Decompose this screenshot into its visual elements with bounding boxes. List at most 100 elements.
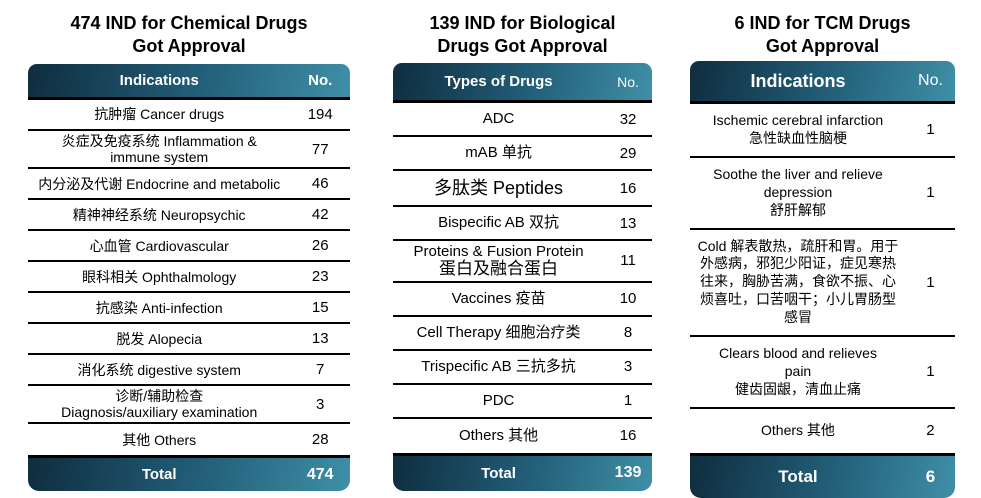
row-label-cjk: 蛋白及融合蛋白 — [439, 259, 559, 279]
total-label: Total — [481, 464, 516, 482]
row-label: 多肽类 Peptides — [434, 177, 564, 198]
row-value: 1 — [926, 184, 935, 202]
total-label: Total — [778, 466, 818, 486]
row-value: 23 — [311, 268, 329, 286]
table-row: Cold 解表散热，疏肝和胃。用于外感病，邪犯少阳证，症见寒热往来，胸胁苦满，食… — [690, 229, 955, 338]
row-value: 28 — [311, 431, 329, 449]
row-label: mAB 单抗 — [465, 144, 532, 162]
row-label: Proteins & Fusion Protein 蛋白及融合蛋白 — [393, 241, 604, 281]
table-row: PDC 1 — [393, 384, 652, 419]
table-row: Others 其他 2 — [690, 408, 955, 453]
total-value: 6 — [925, 466, 936, 486]
row-value: 77 — [311, 140, 329, 158]
table-row: 其他 Others 28 — [28, 424, 350, 456]
table-row: 多肽类 Peptides 16 — [393, 171, 652, 207]
row-value: 8 — [623, 324, 633, 342]
biological-drugs-table-panel: 139 IND for Biological Drugs Got Approva… — [393, 0, 652, 491]
table-row: Soothe the liver and relieve depression … — [690, 157, 955, 230]
table-row: Clears blood and relieves pain 健齿固龈，清血止痛… — [690, 337, 955, 409]
table-row: mAB 单抗 29 — [393, 137, 652, 171]
row-label: 诊断/辅助检查 Diagnosis/auxiliary examination — [61, 388, 258, 421]
table-row: 抗感染 Anti-infection 15 — [28, 293, 350, 325]
row-value: 29 — [619, 144, 637, 162]
total-value: 474 — [306, 465, 334, 483]
total-value: 139 — [614, 464, 642, 482]
column-header-no: No. — [617, 73, 639, 90]
row-label: Cell Therapy 细胞治疗类 — [416, 324, 581, 342]
table-body: 抗肿瘤 Cancer drugs 194 炎症及免疫系统 Inflammation … — [28, 100, 350, 456]
table-row: 诊断/辅助检查 Diagnosis/auxiliary examination 3 — [28, 386, 350, 425]
table-row: Proteins & Fusion Protein 蛋白及融合蛋白 11 — [393, 241, 652, 283]
total-label: Total — [141, 466, 177, 484]
table-header-row: Types of Drugs No. — [393, 63, 652, 103]
table-total-row: Total 474 — [28, 455, 350, 492]
column-header-indications: Indications — [119, 72, 199, 89]
column-header-types-of-drugs: Types of Drugs — [444, 73, 553, 90]
row-label: Vaccines 疫苗 — [451, 290, 546, 308]
row-value: 46 — [311, 175, 329, 193]
row-label: ADC — [482, 110, 515, 128]
row-label: PDC — [482, 392, 515, 410]
table-header-row: Indications No. — [28, 64, 350, 100]
table-header-row: Indications No. — [690, 61, 955, 104]
row-value: 1 — [926, 273, 935, 291]
column-header-indications: Indications — [750, 70, 846, 91]
table-row: 内分泌及代谢 Endocrine and metabolic 46 — [28, 169, 350, 201]
table-row: 脱发 Alopecia 13 — [28, 324, 350, 356]
row-value: 10 — [619, 290, 637, 308]
row-value: 16 — [619, 179, 637, 197]
table-title: 139 IND for Biological Drugs Got Approva… — [429, 13, 616, 56]
chemical-drugs-table-panel: 474 IND for Chemical Drugs Got Approval … — [28, 0, 350, 492]
table-title: 474 IND for Chemical Drugs Got Approval — [70, 13, 308, 56]
table-row: Ischemic cerebral infarction 急性缺血性脑梗 1 — [690, 104, 955, 158]
table-row: ADC 32 — [393, 103, 652, 137]
row-label: 消化系统 digestive system — [77, 361, 241, 378]
row-value: 1 — [926, 363, 935, 381]
row-label: Bispecific AB 双抗 — [438, 214, 559, 232]
row-value: 16 — [619, 427, 637, 445]
row-label: Ischemic cerebral infarction 急性缺血性脑梗 — [712, 112, 884, 146]
row-label: 炎症及免疫系统 Inflammation & immune system — [61, 133, 257, 166]
table-body: Ischemic cerebral infarction 急性缺血性脑梗 1 Soo… — [690, 104, 955, 453]
table-row: Others 其他 16 — [393, 418, 652, 453]
table-row: 精神神经系统 Neuropsychic 42 — [28, 200, 350, 232]
row-value: 11 — [620, 252, 636, 270]
row-label: 其他 Others — [122, 431, 197, 448]
row-value: 2 — [926, 422, 935, 440]
row-label: Cold 解表散热，疏肝和胃。用于外感病，邪犯少阳证，症见寒热往来，胸胁苦满，食… — [697, 237, 899, 326]
row-value: 1 — [926, 121, 935, 139]
row-value: 15 — [311, 299, 329, 317]
row-label: Clears blood and relieves pain 健齿固龈，清血止痛 — [718, 345, 877, 397]
row-value: 13 — [619, 214, 637, 232]
row-label: 心血管 Cardiovascular — [89, 237, 229, 254]
table-row: 心血管 Cardiovascular 26 — [28, 231, 350, 263]
column-header-no: No. — [918, 72, 943, 89]
row-label: 抗肿瘤 Cancer drugs — [94, 106, 225, 123]
row-value: 32 — [619, 110, 637, 128]
table-row: 眼科相关 Ophthalmology 23 — [28, 262, 350, 294]
row-label: 脱发 Alopecia — [116, 330, 202, 347]
row-value: 3 — [316, 395, 325, 413]
row-label: Soothe the liver and relieve depression … — [713, 165, 883, 218]
row-value: 3 — [623, 358, 633, 376]
row-label: 内分泌及代谢 Endocrine and metabolic — [38, 175, 281, 192]
row-label: Trispecific AB 三抗多抗 — [421, 358, 576, 376]
table-row: Bispecific AB 双抗 13 — [393, 207, 652, 241]
table-row: 消化系统 digestive system 7 — [28, 355, 350, 387]
row-value: 13 — [311, 330, 329, 348]
row-value: 1 — [623, 392, 633, 410]
table-body: ADC 32 mAB 单抗 29 多肽类 Peptides 16 Bispecific AB… — [393, 103, 652, 453]
row-value: 26 — [311, 237, 329, 255]
table-row: Trispecific AB 三抗多抗 3 — [393, 350, 652, 385]
row-label: Others 其他 — [761, 421, 835, 438]
table-row: 炎症及免疫系统 Inflammation & immune system 77 — [28, 131, 350, 170]
table-total-row: Total 139 — [393, 452, 652, 491]
table-row: 抗肿瘤 Cancer drugs 194 — [28, 100, 350, 131]
row-label: 精神神经系统 Neuropsychic — [72, 206, 246, 223]
table-total-row: Total 6 — [690, 452, 955, 498]
row-value: 42 — [311, 206, 329, 224]
row-label: Others 其他 — [458, 427, 539, 445]
row-label: 眼科相关 Ophthalmology — [82, 268, 237, 285]
table-title: 6 IND for TCM Drugs Got Approval — [734, 13, 911, 56]
row-label: 抗感染 Anti-infection — [95, 299, 223, 316]
